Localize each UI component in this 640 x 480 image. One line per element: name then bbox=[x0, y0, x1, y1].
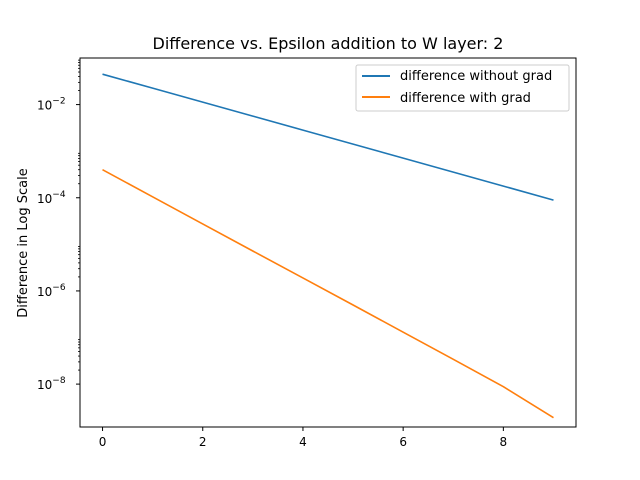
x-axis: 0 2 4 6 8 bbox=[99, 427, 507, 449]
y-tick-exponent: −8 bbox=[52, 376, 66, 386]
y-tick-base: 10 bbox=[37, 285, 52, 299]
y-tick-label: 10−6 bbox=[37, 283, 66, 299]
x-tick-label: 8 bbox=[500, 435, 508, 449]
y-tick-label: 10−2 bbox=[37, 97, 66, 113]
x-tick-label: 0 bbox=[99, 435, 107, 449]
x-tick-label: 6 bbox=[399, 435, 407, 449]
y-tick-base: 10 bbox=[37, 192, 52, 206]
legend-label-with-grad: difference with grad bbox=[400, 91, 531, 106]
legend-label-without-grad: difference without grad bbox=[400, 69, 552, 84]
y-axis: 10−210−410−610−8 bbox=[37, 59, 80, 392]
legend-box bbox=[355, 64, 570, 112]
y-tick-exponent: −4 bbox=[52, 190, 66, 200]
y-axis-label: Difference in Log Scale bbox=[16, 168, 31, 317]
x-tick-label: 4 bbox=[299, 435, 307, 449]
series-line-1 bbox=[102, 168, 554, 419]
y-tick-exponent: −2 bbox=[52, 97, 65, 107]
chart-title: Difference vs. Epsilon addition to W lay… bbox=[153, 34, 504, 53]
legend: difference without grad difference with … bbox=[355, 64, 570, 112]
y-tick-label: 10−8 bbox=[37, 376, 66, 392]
y-tick-base: 10 bbox=[37, 378, 52, 392]
series-line-0 bbox=[102, 73, 554, 201]
y-tick-label: 10−4 bbox=[37, 190, 66, 206]
x-tick-label: 2 bbox=[199, 435, 207, 449]
y-tick-base: 10 bbox=[37, 99, 52, 113]
plot-area bbox=[79, 57, 577, 428]
series-layer bbox=[102, 73, 554, 419]
plot-frame bbox=[79, 57, 577, 428]
y-tick-exponent: −6 bbox=[52, 283, 66, 293]
